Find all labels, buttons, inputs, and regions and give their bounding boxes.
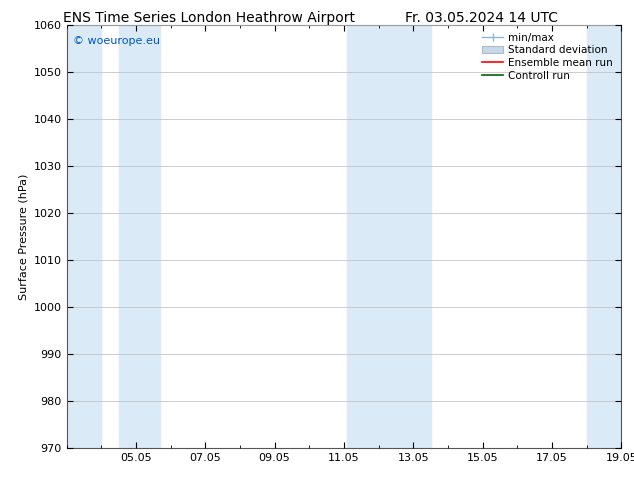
Legend: min/max, Standard deviation, Ensemble mean run, Controll run: min/max, Standard deviation, Ensemble me… — [479, 30, 616, 84]
Text: Fr. 03.05.2024 14 UTC: Fr. 03.05.2024 14 UTC — [405, 11, 559, 25]
Bar — [67, 24, 101, 448]
Bar — [347, 24, 430, 448]
Text: ENS Time Series London Heathrow Airport: ENS Time Series London Heathrow Airport — [63, 11, 355, 25]
Bar — [586, 24, 621, 448]
Y-axis label: Surface Pressure (hPa): Surface Pressure (hPa) — [18, 173, 28, 299]
Bar — [119, 24, 160, 448]
Text: © woeurope.eu: © woeurope.eu — [73, 35, 160, 46]
